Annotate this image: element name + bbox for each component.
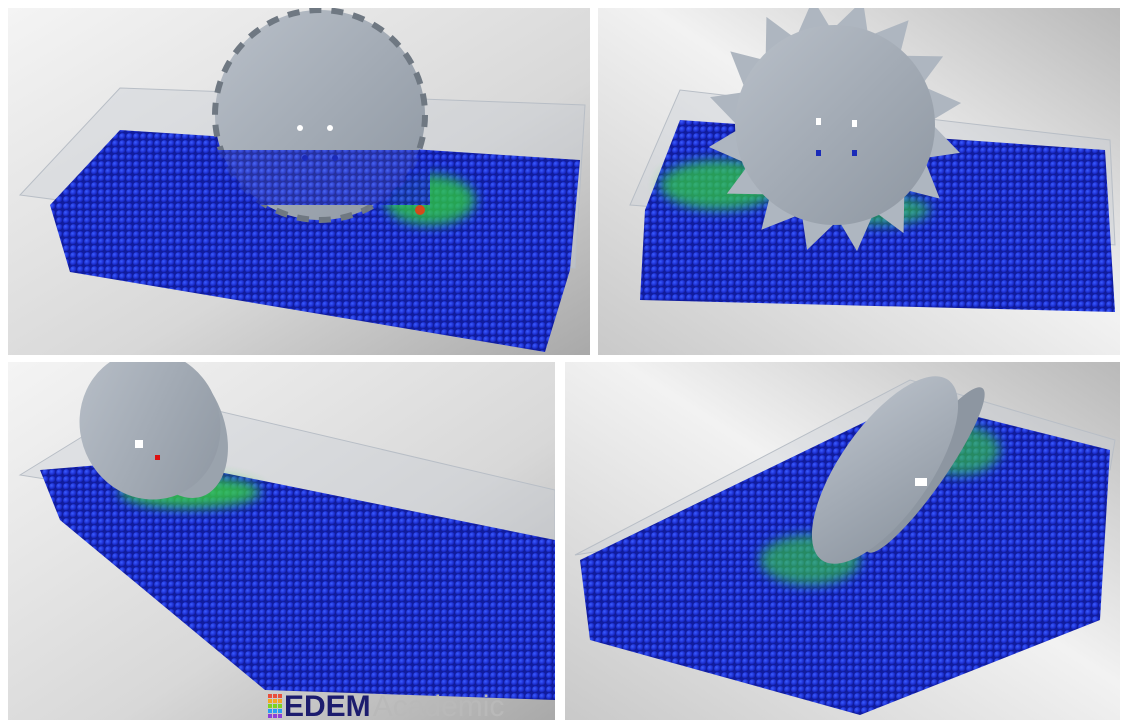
- hot-particle: [415, 205, 425, 215]
- panel-bottom-right: [565, 362, 1120, 720]
- saw-tooth: [925, 87, 962, 120]
- logo-dot: [273, 699, 277, 703]
- logo-dot: [268, 699, 272, 703]
- disk: [79, 362, 221, 500]
- panel-top-right: [598, 8, 1120, 355]
- saw-tooth: [877, 194, 905, 234]
- logo-dot: [278, 699, 282, 703]
- saw-tooth: [904, 55, 944, 83]
- logo-dot: [273, 714, 277, 718]
- particle-bed: [40, 460, 555, 700]
- saw-tooth: [802, 217, 835, 250]
- saw-tooth: [872, 20, 909, 53]
- logo-dot: [278, 704, 282, 708]
- disk: [811, 376, 959, 564]
- logo-dot: [268, 694, 272, 698]
- watermark: EDEM Academic: [268, 690, 504, 720]
- saw-tooth: [708, 130, 745, 163]
- logo-dot: [278, 714, 282, 718]
- logo-dot: [268, 714, 272, 718]
- panel-top-left: [8, 8, 590, 355]
- logo-dot: [273, 704, 277, 708]
- logo-dot: [278, 709, 282, 713]
- saw-tooth: [761, 197, 798, 230]
- brand-suffix: Academic: [373, 690, 505, 720]
- saw-tooth: [927, 125, 960, 158]
- logo-dot: [278, 694, 282, 698]
- saw-tooth: [907, 162, 940, 199]
- logo-dot: [273, 709, 277, 713]
- saw-tooth: [840, 215, 873, 252]
- saw-blade: [708, 8, 962, 252]
- saw-tooth: [726, 167, 766, 195]
- panel-bottom-left: [8, 362, 555, 720]
- brand: EDEM: [284, 690, 371, 720]
- logo-dot: [273, 694, 277, 698]
- saw-tooth: [730, 51, 763, 88]
- saw-tooth: [765, 16, 793, 56]
- logo-icon: [268, 694, 282, 718]
- saw-tooth: [710, 92, 743, 125]
- logo-dot: [268, 709, 272, 713]
- logo-dot: [268, 704, 272, 708]
